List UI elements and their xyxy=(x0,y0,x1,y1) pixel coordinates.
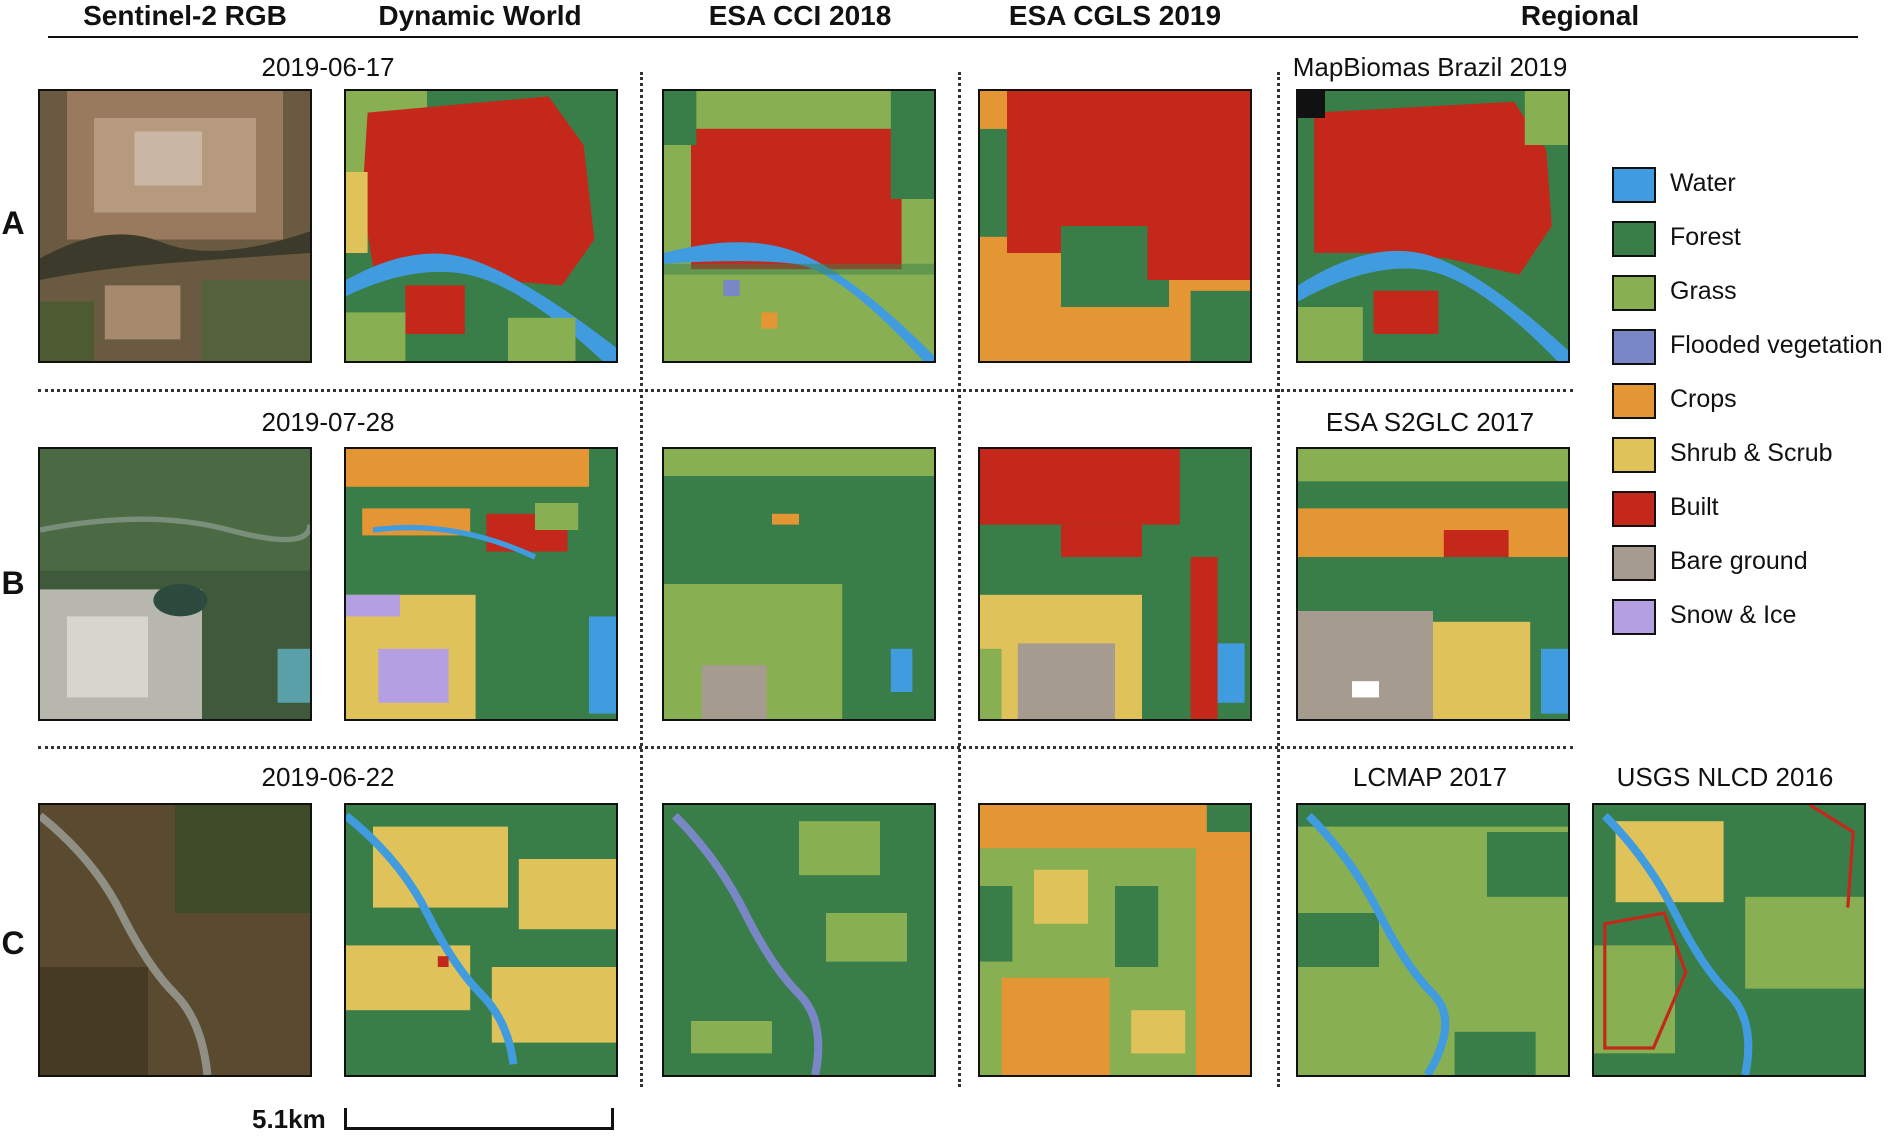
row-label-a: A xyxy=(1,205,25,241)
satellite-image-b xyxy=(40,449,310,719)
separator-vertical-1 xyxy=(640,72,643,1087)
landcover-map-b-esa-cgls xyxy=(980,449,1250,719)
separator-horizontal-1 xyxy=(38,389,1573,392)
row-label-c: C xyxy=(1,925,25,961)
water-swatch xyxy=(1612,167,1656,203)
legend-label-built: Built xyxy=(1670,493,1719,521)
tile-c-esa-cci xyxy=(662,803,936,1077)
column-header-dynamic-world: Dynamic World xyxy=(378,0,582,31)
shrub-swatch xyxy=(1612,437,1656,473)
tile-c-lcmap xyxy=(1296,803,1570,1077)
landcover-map-c-dynamic-world xyxy=(346,805,616,1075)
legend-label-crops: Crops xyxy=(1670,385,1737,413)
column-header-esa-cgls: ESA CGLS 2019 xyxy=(1008,0,1222,31)
row-b-date: 2019-07-28 xyxy=(261,407,395,437)
landcover-map-a-esa-cci xyxy=(664,91,934,361)
tile-c-esa-cgls xyxy=(978,803,1252,1077)
regional-label-lcmap: LCMAP 2017 xyxy=(1352,762,1508,792)
landcover-map-c-nlcd xyxy=(1594,805,1864,1075)
tile-c-sentinel xyxy=(38,803,312,1077)
flooded-swatch xyxy=(1612,329,1656,365)
landcover-map-c-lcmap xyxy=(1298,805,1568,1075)
row-a-date: 2019-06-17 xyxy=(261,52,395,82)
column-header-esa-cci: ESA CCI 2018 xyxy=(708,0,892,31)
forest-swatch xyxy=(1612,221,1656,257)
tile-a-sentinel xyxy=(38,89,312,363)
legend-label-bare: Bare ground xyxy=(1670,547,1808,575)
landcover-map-b-s2glc xyxy=(1298,449,1568,719)
legend-label-forest: Forest xyxy=(1670,223,1741,251)
built-swatch xyxy=(1612,491,1656,527)
bare-swatch xyxy=(1612,545,1656,581)
tile-b-esa-cgls xyxy=(978,447,1252,721)
regional-label-nlcd: USGS NLCD 2016 xyxy=(1616,762,1834,792)
tile-a-esa-cci xyxy=(662,89,936,363)
landcover-map-c-esa-cci xyxy=(664,805,934,1075)
scale-bar xyxy=(344,1108,614,1130)
legend-label-snow: Snow & Ice xyxy=(1670,601,1797,629)
tile-b-s2glc xyxy=(1296,447,1570,721)
regional-label-mapbiomas: MapBiomas Brazil 2019 xyxy=(1292,52,1568,82)
legend-label-shrub: Shrub & Scrub xyxy=(1670,439,1833,467)
scale-bar-label: 5.1km xyxy=(252,1104,326,1134)
tile-c-dynamic-world xyxy=(344,803,618,1077)
tile-b-esa-cci xyxy=(662,447,936,721)
tile-c-nlcd xyxy=(1592,803,1866,1077)
landcover-map-b-esa-cci xyxy=(664,449,934,719)
tile-a-mapbiomas xyxy=(1296,89,1570,363)
regional-label-s2glc: ESA S2GLC 2017 xyxy=(1325,407,1535,437)
row-label-b: B xyxy=(1,565,25,601)
legend-label-grass: Grass xyxy=(1670,277,1737,305)
separator-vertical-3 xyxy=(1277,72,1280,1087)
separator-horizontal-2 xyxy=(38,746,1573,749)
column-header-regional: Regional xyxy=(1520,0,1640,31)
grass-swatch xyxy=(1612,275,1656,311)
column-header-sentinel: Sentinel-2 RGB xyxy=(83,0,287,31)
crops-swatch xyxy=(1612,383,1656,419)
snow-swatch xyxy=(1612,599,1656,635)
tile-a-esa-cgls xyxy=(978,89,1252,363)
tile-b-sentinel xyxy=(38,447,312,721)
landcover-map-a-dynamic-world xyxy=(346,91,616,361)
landcover-map-a-mapbiomas xyxy=(1298,91,1568,361)
row-c-date: 2019-06-22 xyxy=(261,762,395,792)
legend-label-flooded: Flooded vegetation xyxy=(1670,331,1883,359)
tile-a-dynamic-world xyxy=(344,89,618,363)
landcover-map-a-esa-cgls xyxy=(980,91,1250,361)
separator-vertical-2 xyxy=(958,72,961,1087)
landcover-map-c-esa-cgls xyxy=(980,805,1250,1075)
legend-label-water: Water xyxy=(1670,169,1736,197)
landcover-map-b-dynamic-world xyxy=(346,449,616,719)
header-rule xyxy=(48,36,1858,38)
satellite-image-c xyxy=(40,805,310,1075)
satellite-image-a xyxy=(40,91,310,361)
tile-b-dynamic-world xyxy=(344,447,618,721)
